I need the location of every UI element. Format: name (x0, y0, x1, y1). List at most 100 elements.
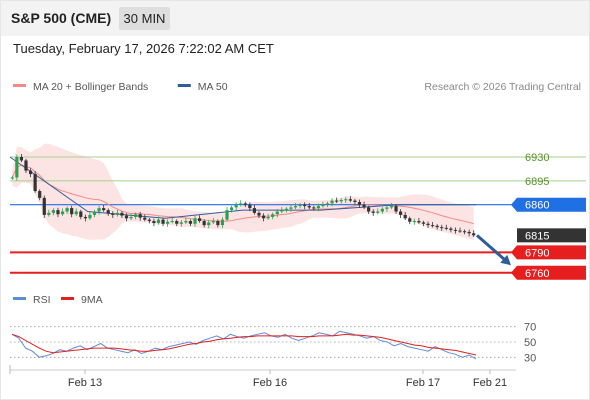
candle-body (234, 204, 238, 208)
candle-body (303, 204, 307, 207)
candle-body (467, 231, 471, 234)
x-tick-label: Feb 21 (473, 377, 507, 389)
candle-body (10, 177, 14, 179)
candle-body (115, 212, 119, 215)
candle-body (325, 203, 330, 205)
candle-body (193, 218, 197, 224)
candle-body (106, 210, 110, 214)
candle-body (275, 211, 279, 215)
rsi-legend-swatch-0 (13, 297, 26, 300)
candle-body (134, 214, 138, 217)
candle-body (472, 233, 476, 236)
candle-body (184, 221, 188, 223)
candle-body (298, 204, 302, 207)
candle-body (147, 219, 151, 222)
candle-body (243, 203, 247, 205)
candle-body (376, 211, 380, 213)
candle-body (97, 208, 101, 212)
candle-body (380, 208, 384, 212)
candle-body (202, 221, 206, 226)
legend-label-0: MA 20 + Bollinger Bands (33, 81, 148, 93)
rsi-legend-swatch-1 (61, 297, 74, 300)
level-label-6930: 6930 (525, 152, 549, 164)
candle-body (362, 204, 366, 208)
candle-body (453, 229, 458, 231)
candle-body (440, 227, 444, 229)
candle-body (312, 207, 316, 209)
candle-body (197, 218, 202, 222)
candle-body (229, 207, 234, 211)
candle-body (166, 221, 170, 224)
candle-body (426, 223, 430, 226)
level-label-6860: 6860 (525, 200, 549, 212)
candle-body (280, 210, 284, 212)
candle-body (161, 219, 165, 224)
candle-body (344, 199, 348, 201)
candle-body (124, 215, 129, 219)
candle-body (19, 157, 24, 161)
candle-body (216, 221, 220, 226)
candle-body (257, 212, 261, 216)
candle-body (74, 211, 78, 215)
rsi-legend-label-1: 9MA (81, 294, 103, 306)
candle-body (70, 208, 74, 215)
level-box-6760 (511, 265, 586, 280)
bollinger-band (12, 143, 474, 241)
candle-body (321, 204, 325, 207)
candle-body (175, 221, 179, 224)
x-tick-label: Feb 13 (68, 377, 102, 389)
level-label-6895: 6895 (525, 176, 549, 188)
candle-body (367, 207, 371, 212)
candle-body (207, 222, 211, 226)
projection-arrow (476, 234, 509, 264)
candle-body (389, 206, 394, 208)
candle-body (79, 211, 83, 217)
candle-body (348, 199, 352, 201)
candle-body (211, 221, 215, 223)
x-tick-label: Feb 16 (253, 377, 287, 389)
candle-body (248, 204, 252, 209)
ma50-line (9, 156, 476, 219)
candle-body (28, 170, 33, 175)
candle-body (152, 221, 156, 224)
candle-body (15, 157, 19, 178)
rsi-tick-30: 30 (524, 352, 536, 364)
candle-body (179, 222, 183, 224)
candle-body (417, 221, 421, 223)
candle-body (220, 219, 225, 226)
timeframe-button[interactable]: 30 MIN (119, 7, 170, 30)
candle-body (371, 211, 375, 213)
candle-body (307, 206, 311, 208)
level-label-6760: 6760 (525, 268, 549, 280)
candle-body (60, 211, 65, 215)
candle-body (92, 211, 97, 215)
candle-body (111, 213, 115, 215)
ma20-line (11, 164, 474, 225)
source-annotation: Research © 2026 Trading Central (424, 81, 581, 93)
candle-body (188, 221, 193, 224)
candle-body (403, 214, 407, 219)
last-price-label: 6815 (525, 230, 549, 242)
candle-body (394, 206, 398, 212)
candle-body (33, 174, 37, 192)
candle-body (65, 208, 69, 212)
candle-body (430, 225, 435, 227)
candle-body (129, 216, 133, 219)
legend-swatch-0 (13, 84, 26, 87)
candle-body (47, 212, 51, 215)
candle-body (51, 210, 56, 213)
candle-body (444, 227, 448, 229)
candle-body (462, 231, 467, 233)
candle-body (316, 206, 320, 209)
candle-body (143, 217, 147, 220)
candle-body (266, 216, 270, 219)
rsi-series-0 (11, 330, 477, 360)
candle-body (239, 203, 243, 205)
candle-body (357, 201, 362, 205)
candle-body (88, 214, 92, 219)
candle-body (339, 199, 343, 202)
timestamp-label: Tuesday, February 17, 2026 7:22:02 AM CE… (13, 41, 274, 56)
level-box-6790 (511, 245, 586, 260)
candle-body (56, 210, 60, 215)
